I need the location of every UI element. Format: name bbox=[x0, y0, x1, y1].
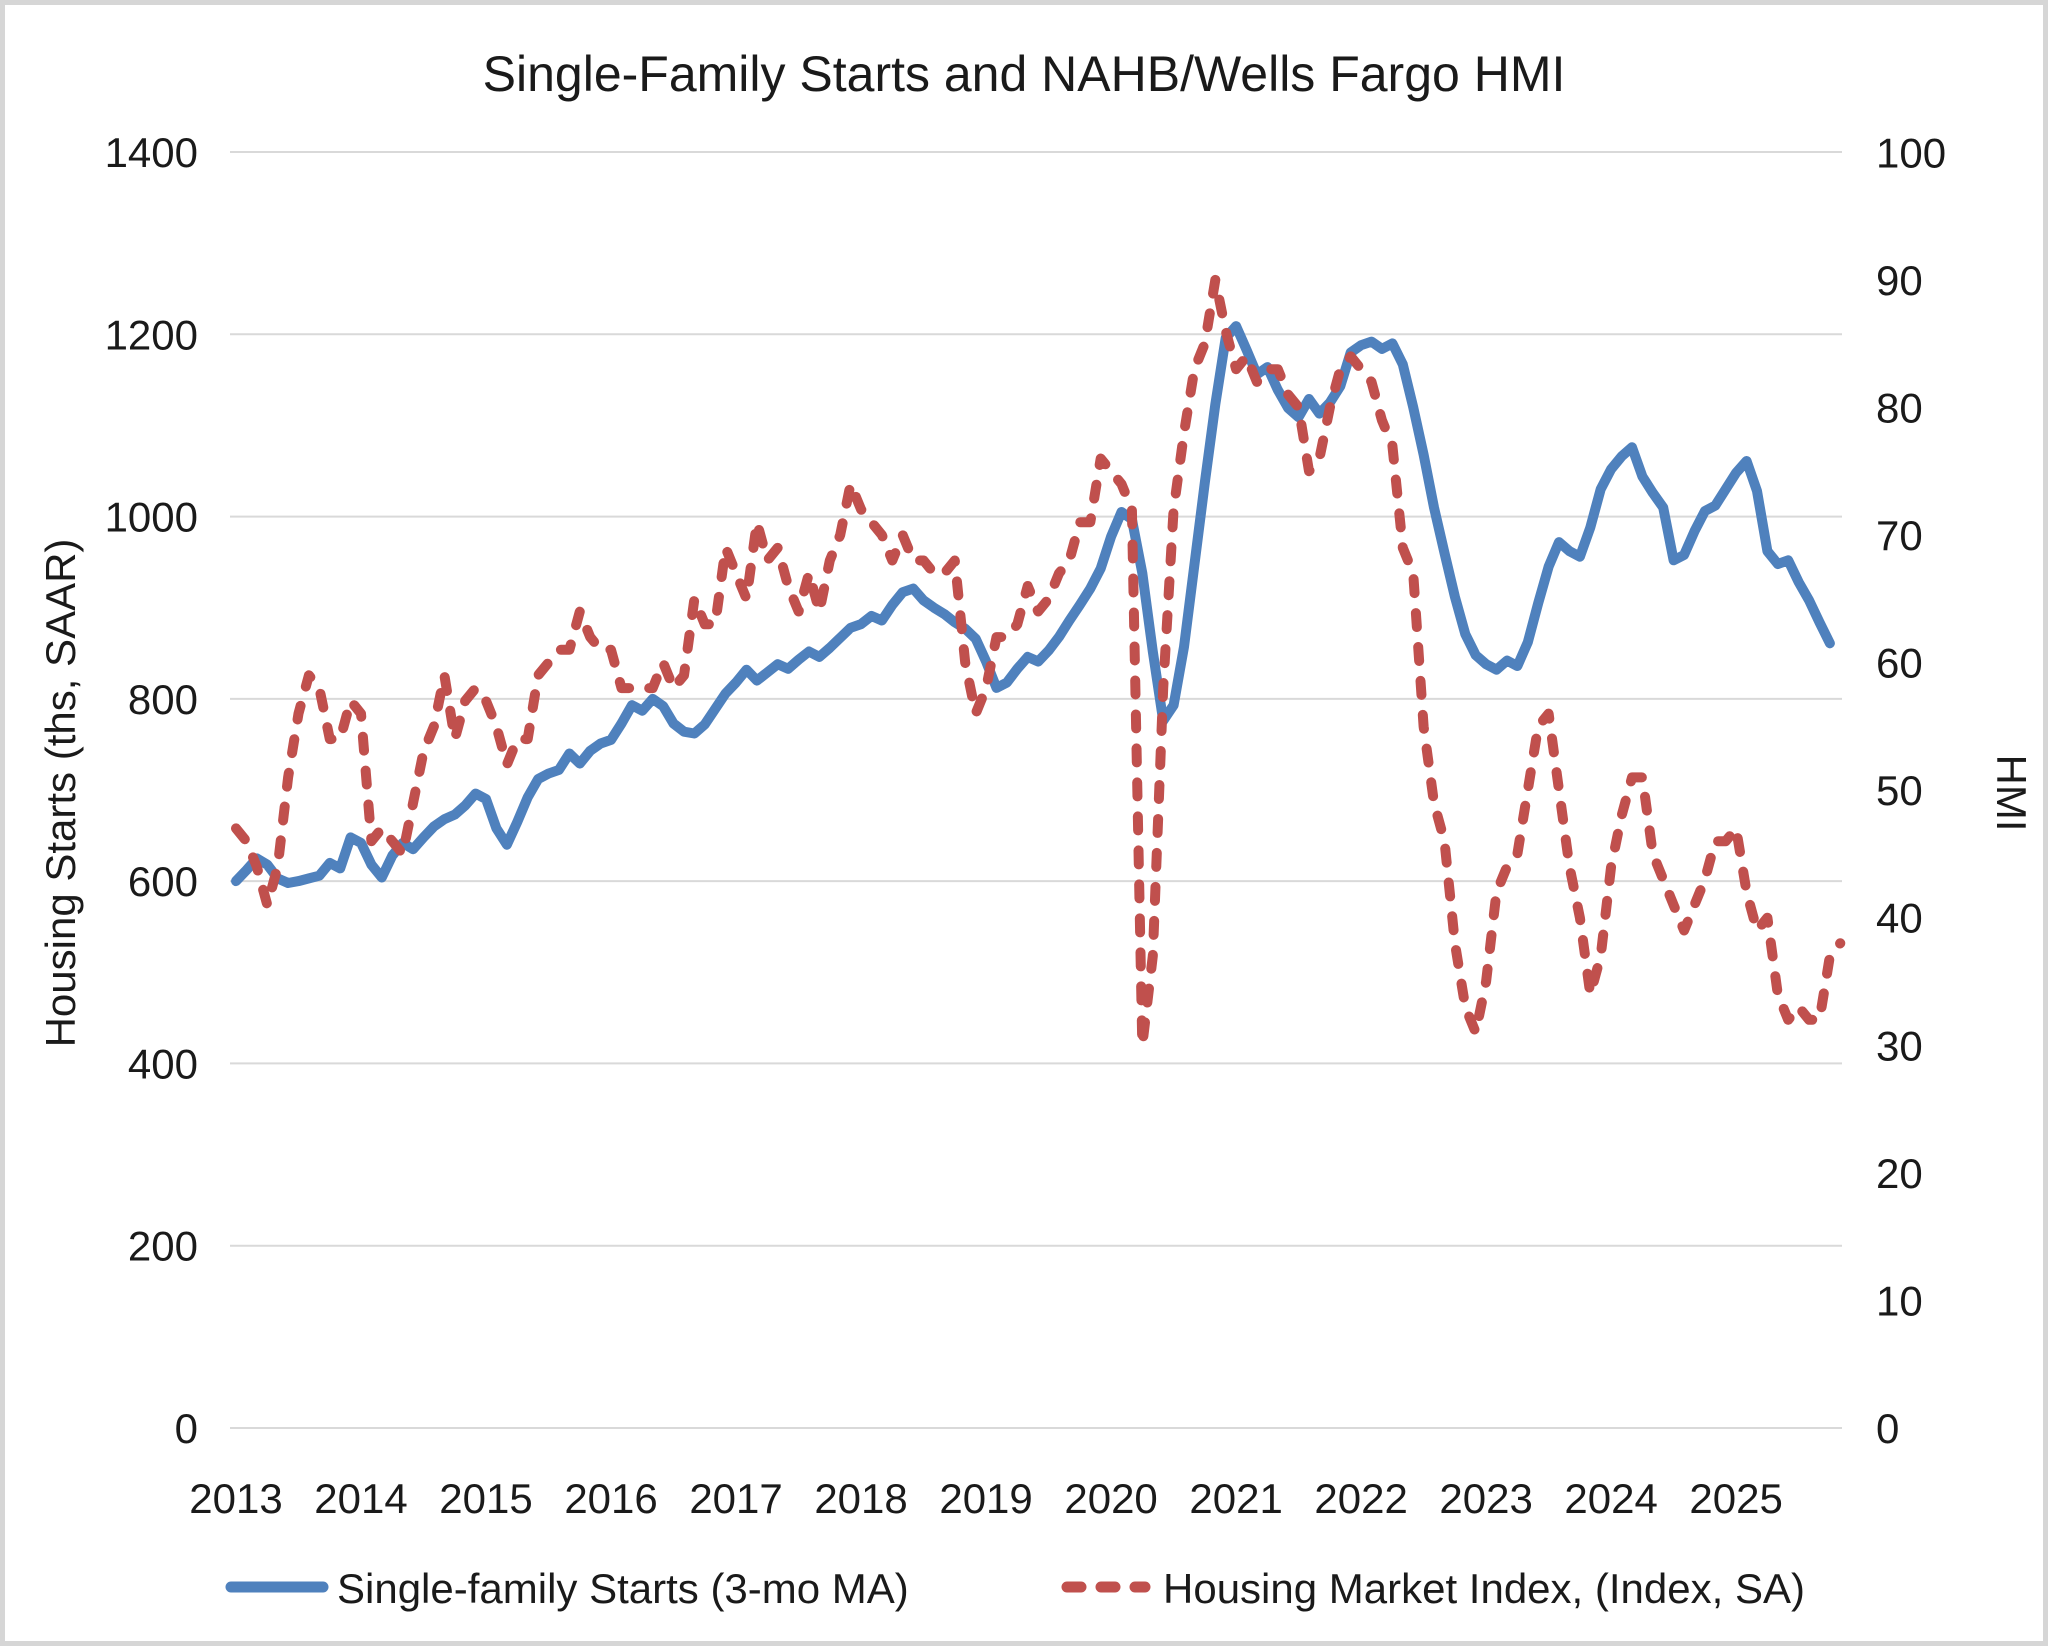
right-axis-tick-label: 10 bbox=[1876, 1277, 1923, 1324]
x-axis-year-label: 2024 bbox=[1564, 1475, 1657, 1522]
right-axis-tick-label: 100 bbox=[1876, 129, 1946, 176]
x-axis-year-labels: 2013 2014 2015 2016 2017 2018 2019 2020 2021 2022… bbox=[189, 1475, 1783, 1522]
right-axis-title: HMI bbox=[1988, 755, 2035, 832]
right-axis-tick-label: 70 bbox=[1876, 512, 1923, 559]
right-axis-tick-label: 90 bbox=[1876, 257, 1923, 304]
x-axis-year-label: 2014 bbox=[314, 1475, 407, 1522]
right-axis-tick-label: 0 bbox=[1876, 1405, 1899, 1452]
left-axis-tick-labels: 1400 1200 1000 800 600 400 200 0 bbox=[105, 129, 198, 1452]
gridlines-group bbox=[230, 150, 1842, 1429]
left-axis-tick-label: 1200 bbox=[105, 311, 198, 358]
left-axis-tick-label: 1400 bbox=[105, 129, 198, 176]
x-axis-year-label: 2013 bbox=[189, 1475, 282, 1522]
legend: Single-family Starts (3-mo MA) Housing M… bbox=[225, 1565, 1805, 1612]
left-axis-tick-label: 0 bbox=[175, 1405, 198, 1452]
hmi-series-line bbox=[231, 274, 1846, 1051]
left-axis-tick-label: 800 bbox=[128, 676, 198, 723]
x-axis-year-label: 2016 bbox=[564, 1475, 657, 1522]
chart-title: Single-Family Starts and NAHB/Wells Farg… bbox=[483, 46, 1566, 102]
legend-hmi-label: Housing Market Index, (Index, SA) bbox=[1163, 1565, 1805, 1612]
x-axis-year-label: 2018 bbox=[814, 1475, 907, 1522]
left-axis-tick-label: 1000 bbox=[105, 494, 198, 541]
x-axis-year-label: 2022 bbox=[1314, 1475, 1407, 1522]
x-axis-year-label: 2020 bbox=[1064, 1475, 1157, 1522]
left-axis-title: Housing Starts (ths, SAAR) bbox=[37, 539, 84, 1048]
right-axis-tick-label: 40 bbox=[1876, 895, 1923, 942]
right-axis-tick-label: 50 bbox=[1876, 767, 1923, 814]
right-axis-tick-label: 80 bbox=[1876, 384, 1923, 431]
x-axis-year-label: 2023 bbox=[1439, 1475, 1532, 1522]
x-axis-year-label: 2019 bbox=[939, 1475, 1032, 1522]
x-axis-year-label: 2017 bbox=[689, 1475, 782, 1522]
right-axis-tick-label: 30 bbox=[1876, 1022, 1923, 1069]
starts-series-line bbox=[231, 321, 1835, 888]
left-axis-tick-label: 400 bbox=[128, 1040, 198, 1087]
left-axis-tick-label: 200 bbox=[128, 1223, 198, 1270]
left-axis-tick-label: 600 bbox=[128, 858, 198, 905]
series-lines-group bbox=[231, 274, 1846, 1051]
x-axis-year-label: 2021 bbox=[1189, 1475, 1282, 1522]
right-axis-tick-label: 20 bbox=[1876, 1150, 1923, 1197]
x-axis-year-label: 2025 bbox=[1689, 1475, 1782, 1522]
right-axis-tick-label: 60 bbox=[1876, 640, 1923, 687]
x-axis-year-label: 2015 bbox=[439, 1475, 532, 1522]
legend-starts-label: Single-family Starts (3-mo MA) bbox=[337, 1565, 909, 1612]
